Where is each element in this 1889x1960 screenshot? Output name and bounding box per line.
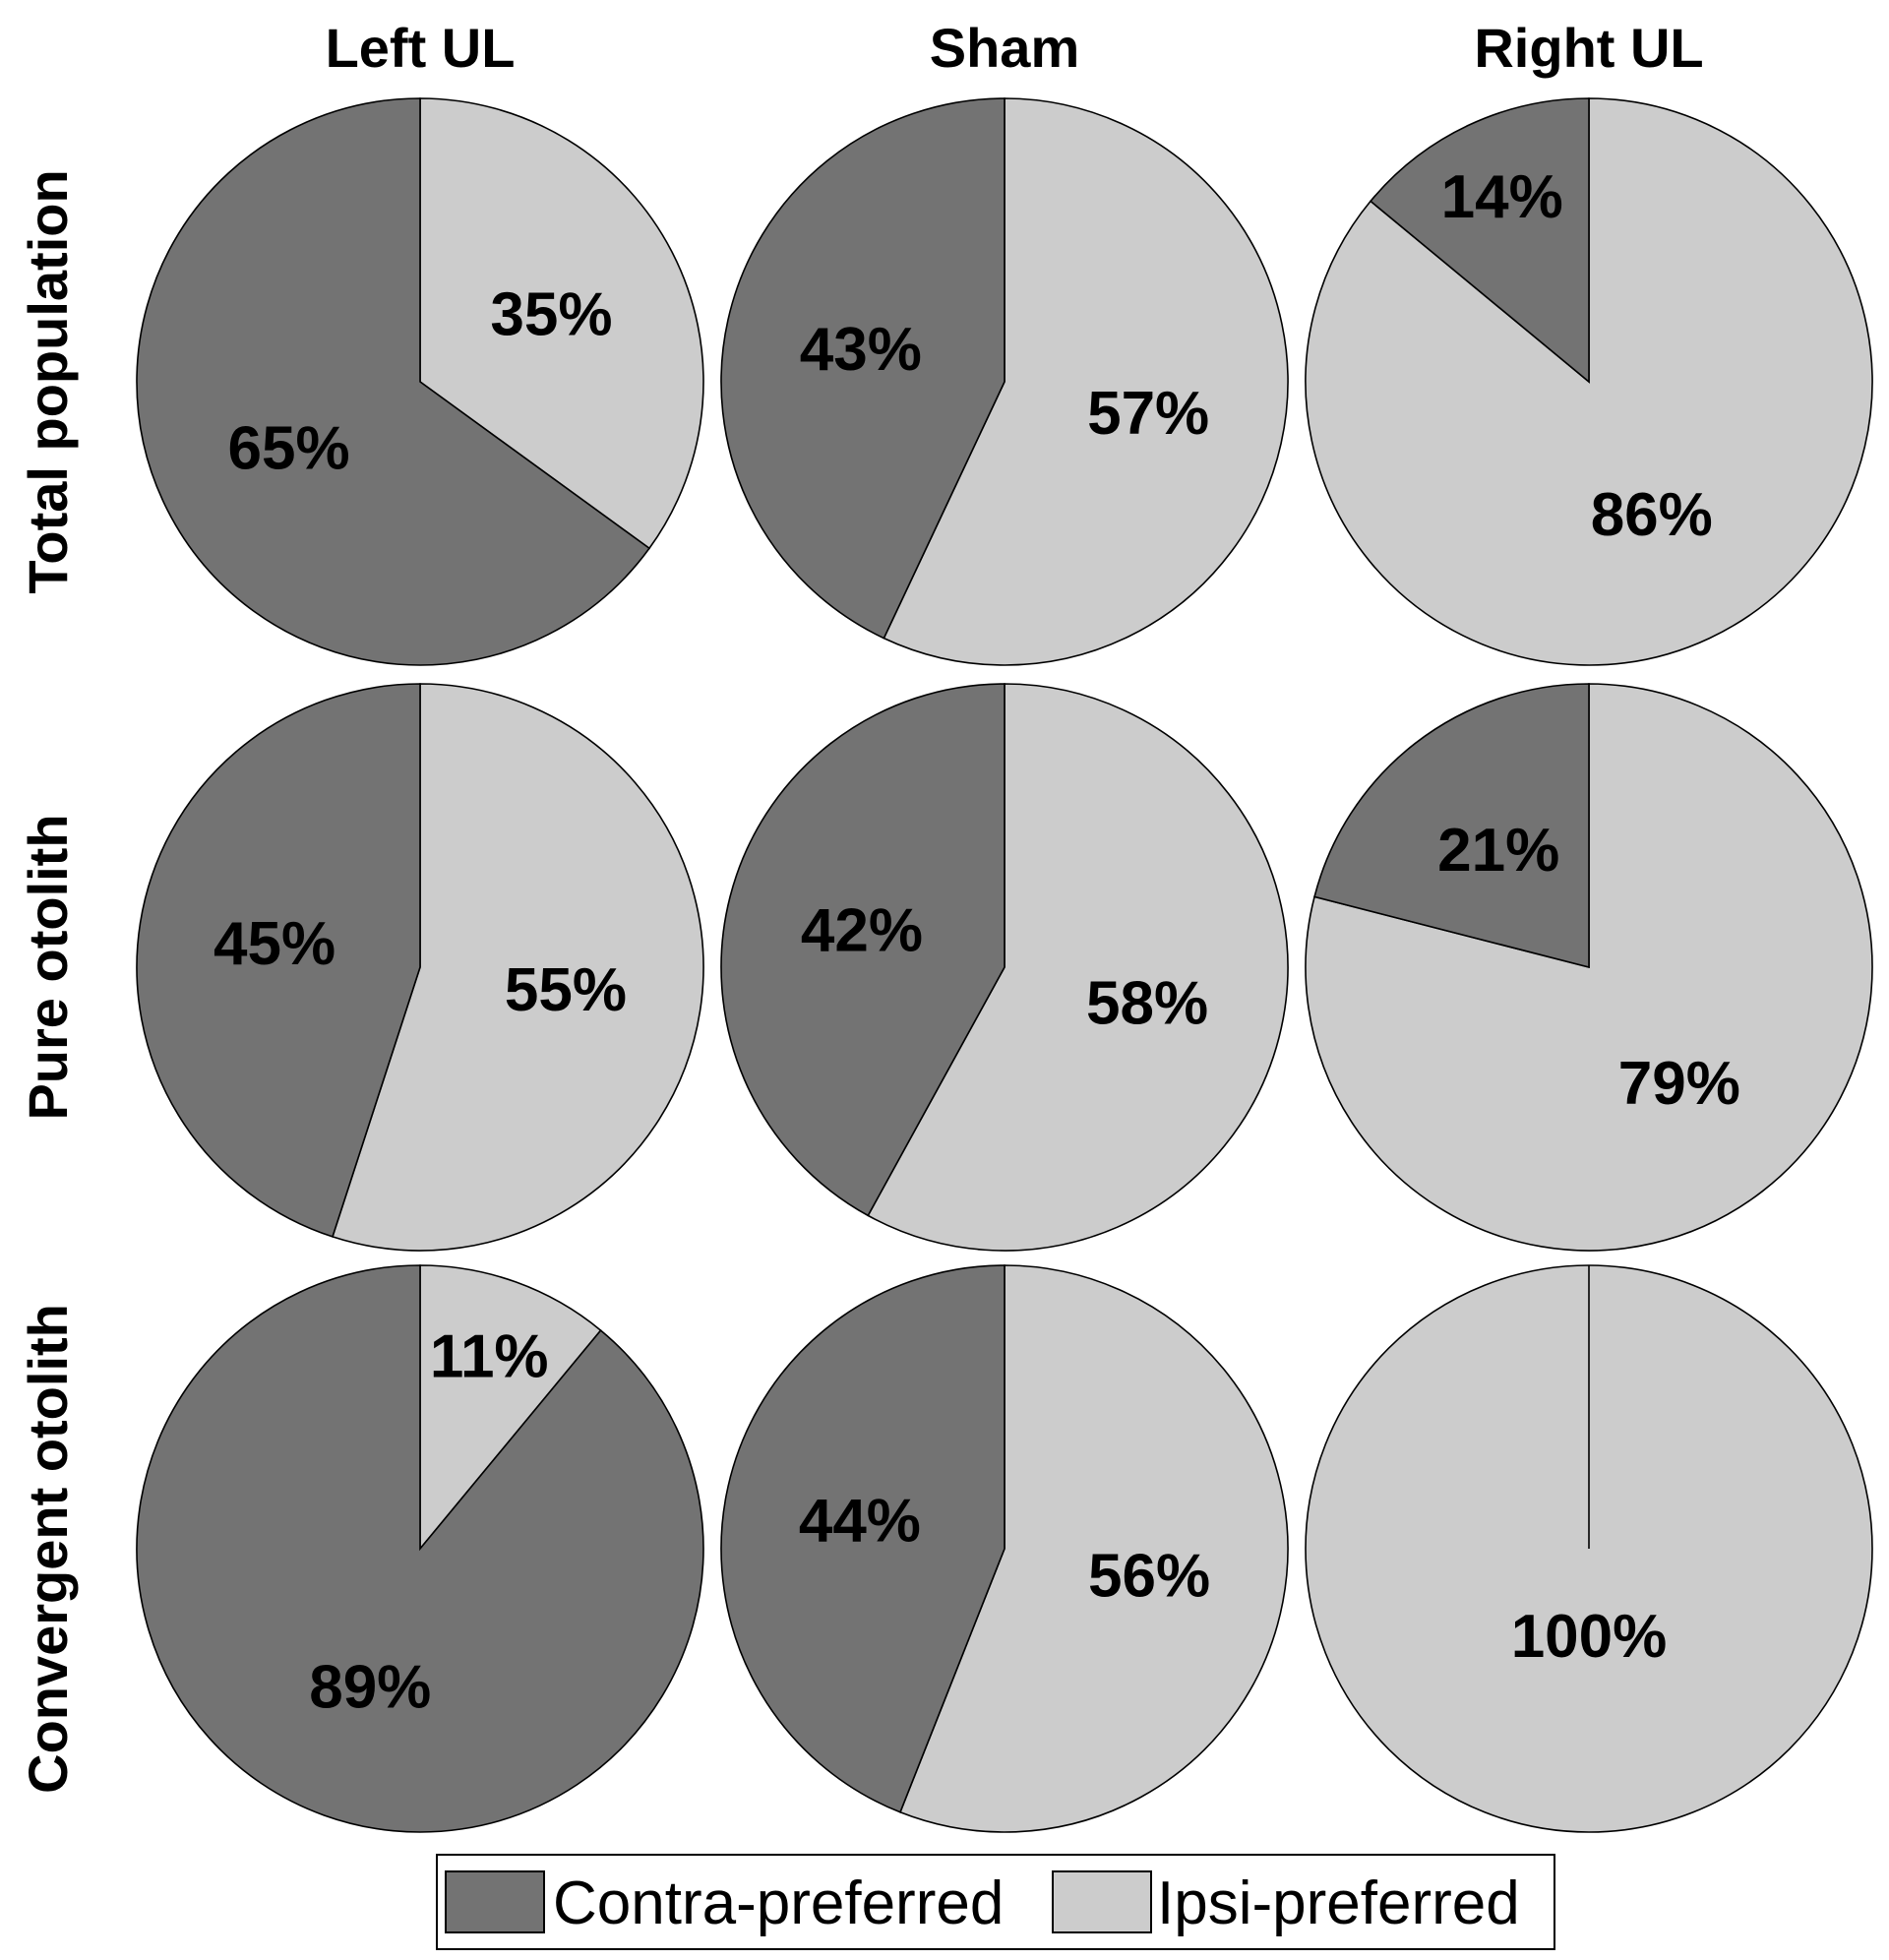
row-title-pure-otolith: Pure otolith — [17, 814, 79, 1120]
pie-convergent-otolith-left-ul-contra-label: 89% — [309, 1653, 431, 1721]
pie-pure-otolith-sham-contra-label: 42% — [801, 896, 923, 964]
pie-pure-otolith-right-ul-ipsi-slice — [1305, 683, 1873, 1252]
pie-convergent-otolith-left-ul: 89% 11% — [136, 1264, 704, 1833]
pie-convergent-otolith-left-ul-ipsi-label: 11% — [430, 1322, 549, 1390]
pie-total-population-right-ul-contra-slice — [1369, 97, 1590, 384]
pie-total-population-right-ul: 14% 86% — [1305, 97, 1873, 666]
pie-convergent-otolith-sham-ipsi-label: 56% — [1088, 1543, 1210, 1611]
pie-pure-otolith-right-ul-ipsi-label: 79% — [1618, 1050, 1740, 1118]
row-title-total-population: Total population — [17, 169, 79, 593]
legend: Contra-preferred Ipsi-preferred — [436, 1854, 1555, 1950]
pie-pure-otolith-left-ul-contra-label: 45% — [213, 910, 335, 978]
column-title-sham: Sham — [930, 17, 1080, 79]
pie-total-population-right-ul-ipsi-slice — [1305, 97, 1873, 666]
pie-total-population-left-ul: 65% 35% — [136, 97, 704, 666]
pie-total-population-sham-ipsi-label: 57% — [1087, 380, 1209, 448]
pie-convergent-otolith-left-ul-ipsi-slice — [419, 1264, 602, 1552]
pie-convergent-otolith-right-ul-ipsi-label: 100% — [1511, 1603, 1668, 1671]
pie-total-population-sham-contra-label: 43% — [800, 316, 922, 384]
pie-pure-otolith-left-ul-ipsi-label: 55% — [505, 956, 627, 1024]
pies-layer: 65% 35% 43% 57% 14% 86% 45% 55% 42% 58% 21% 79% 89% 1… — [136, 97, 1873, 1833]
pie-pure-otolith-right-ul: 21% 79% — [1305, 683, 1873, 1252]
pie-pure-otolith-right-ul-contra-slice — [1313, 683, 1590, 969]
pie-pure-otolith-left-ul-ipsi-slice — [331, 683, 704, 1252]
pie-convergent-otolith-sham: 44% 56% — [720, 1264, 1289, 1833]
pie-convergent-otolith-sham-ipsi-slice — [898, 1264, 1289, 1833]
pie-pure-otolith-sham-contra-slice — [720, 683, 1005, 1217]
legend-swatch-contra — [445, 1870, 545, 1933]
legend-swatch-ipsi — [1052, 1870, 1152, 1933]
pie-total-population-left-ul-ipsi-slice — [419, 97, 704, 550]
pie-total-population-sham-ipsi-slice — [883, 97, 1289, 666]
pie-convergent-otolith-sham-contra-label: 44% — [799, 1487, 921, 1555]
row-title-convergent-otolith: Convergent otolith — [17, 1304, 79, 1794]
pie-total-population-left-ul-contra-label: 65% — [228, 414, 350, 482]
pie-pure-otolith-sham-ipsi-label: 58% — [1086, 970, 1208, 1038]
pie-pure-otolith-sham: 42% 58% — [720, 683, 1289, 1252]
pie-convergent-otolith-left-ul-contra-slice — [136, 1264, 704, 1833]
pie-pure-otolith-left-ul-contra-slice — [136, 683, 421, 1238]
pie-pure-otolith-left-ul: 45% 55% — [136, 683, 704, 1252]
pie-total-population-sham: 43% 57% — [720, 97, 1289, 666]
legend-label-contra: Contra-preferred — [553, 1869, 1004, 1937]
pie-pure-otolith-right-ul-contra-label: 21% — [1437, 817, 1559, 885]
pie-total-population-right-ul-ipsi-label: 86% — [1591, 481, 1713, 549]
column-title-left-ul: Left UL — [326, 17, 516, 79]
pie-convergent-otolith-right-ul: 100% — [1305, 1264, 1873, 1833]
pie-total-population-left-ul-ipsi-label: 35% — [490, 281, 612, 349]
pie-convergent-otolith-sham-contra-slice — [720, 1264, 1005, 1813]
pie-total-population-right-ul-contra-label: 14% — [1441, 163, 1563, 231]
column-title-right-ul: Right UL — [1474, 17, 1703, 79]
pie-total-population-sham-contra-slice — [720, 97, 1005, 640]
legend-box — [436, 1854, 1555, 1950]
pie-total-population-left-ul-contra-slice — [136, 97, 651, 666]
pie-pure-otolith-sham-ipsi-slice — [867, 683, 1289, 1252]
legend-label-ipsi: Ipsi-preferred — [1157, 1869, 1520, 1937]
